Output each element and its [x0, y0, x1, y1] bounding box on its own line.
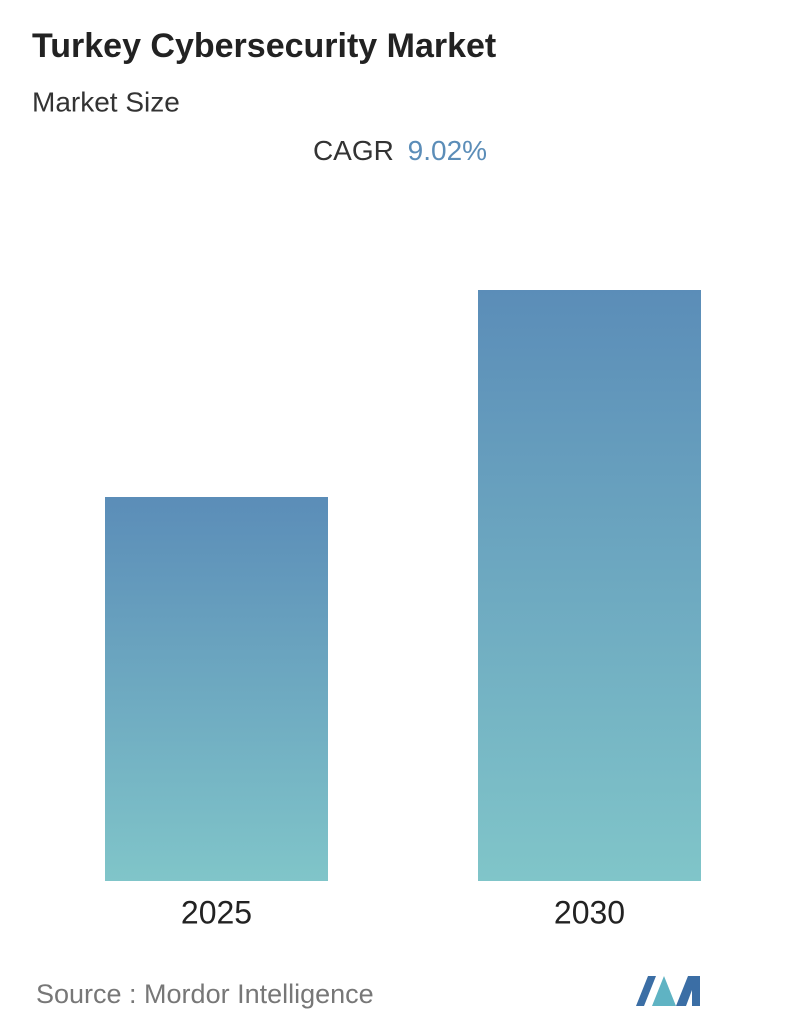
- cagr-value: 9.02%: [408, 135, 487, 166]
- chart-title: Turkey Cybersecurity Market: [32, 27, 496, 65]
- bar: [105, 497, 328, 881]
- x-tick-label: 2030: [554, 894, 625, 930]
- logo: [636, 976, 700, 1006]
- cagr: CAGR 9.02%: [313, 135, 487, 166]
- source: Source : Mordor Intelligence: [36, 979, 374, 1009]
- chart-subtitle: Market Size: [32, 86, 180, 117]
- x-tick-label: 2025: [181, 894, 252, 930]
- bar: [478, 290, 701, 881]
- cagr-label: CAGR: [313, 135, 394, 166]
